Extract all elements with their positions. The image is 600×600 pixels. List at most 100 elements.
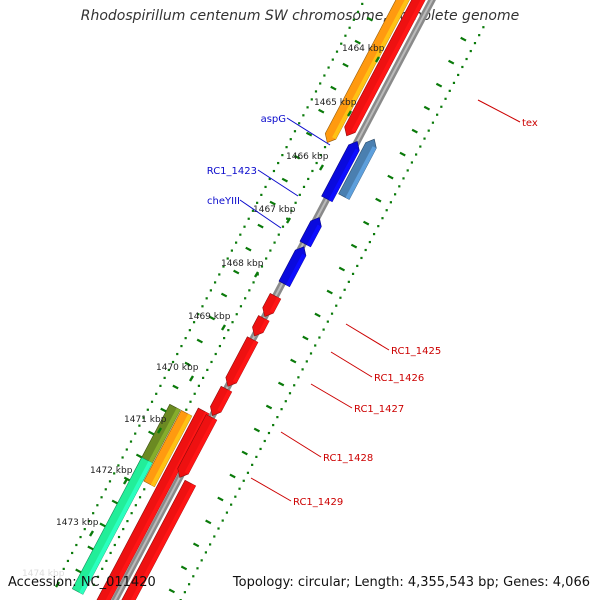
- outer-tick: [338, 266, 346, 272]
- gene-cheYIII-b-body: [278, 246, 307, 288]
- inner-ruler-dots-dot: [260, 193, 263, 196]
- outer-ruler-dots-dot: [209, 543, 212, 546]
- outer-ruler-dots-dot: [347, 280, 350, 283]
- outer-ruler-dots-dot: [461, 65, 464, 69]
- gc-ruler-dots-dot: [235, 313, 238, 316]
- inner-ruler-dots-dot: [289, 138, 292, 141]
- outer-ruler-dots-dot: [280, 408, 283, 411]
- outer-ruler-dots-dot: [372, 232, 376, 236]
- kbp-label: 1474 kbp: [22, 569, 65, 579]
- outer-ruler-dots-dot: [419, 145, 422, 148]
- inner-ruler-dots-dot: [302, 114, 305, 117]
- inner-ruler-dots-dot: [323, 74, 326, 77]
- inner-tick: [184, 361, 191, 367]
- outer-ruler-dots-dot: [267, 431, 271, 435]
- gc-ruler-dots-dot: [193, 392, 196, 395]
- outer-tick: [399, 151, 406, 157]
- inner-ruler-dots-dot: [243, 225, 246, 228]
- gc-ruler-dots-dot: [113, 543, 116, 547]
- kbp-label: 1465 kbp: [314, 98, 357, 108]
- inner-tick: [160, 407, 167, 413]
- outer-ruler-dots-dot: [259, 447, 262, 451]
- accession-text: Accession: NC_011420: [8, 575, 156, 590]
- kbp-tick: [188, 375, 195, 382]
- inner-ruler-dots-dot: [222, 265, 225, 268]
- inner-tick: [293, 154, 301, 160]
- inner-ruler-dots-dot: [327, 66, 330, 69]
- outer-tick: [180, 565, 188, 571]
- kbp-tick: [220, 324, 227, 331]
- inner-tick: [111, 499, 118, 505]
- gene-leader-line: [345, 323, 390, 351]
- outer-ruler-dots-dot: [204, 551, 207, 554]
- gene-RC1_1427: [225, 336, 259, 387]
- inner-tick: [220, 292, 228, 298]
- outer-ruler-dots-dot: [284, 400, 287, 403]
- gene-orange-mid-highlight: [150, 414, 192, 487]
- inner-ruler-dots: [62, 2, 364, 570]
- outer-ruler-dots-dot: [452, 81, 456, 84]
- gene-leader-line: [310, 383, 353, 409]
- outer-ruler-dots-dot: [246, 471, 250, 474]
- gc-ruler-dots-dot: [239, 305, 243, 308]
- inner-ruler-dots-dot: [66, 559, 70, 563]
- inner-ruler-dots-dot: [281, 153, 284, 157]
- gc-ruler-dots-dot: [307, 177, 310, 181]
- outer-ruler-dots-dot: [431, 121, 435, 124]
- inner-ruler-dots-dot: [142, 416, 145, 419]
- outer-ruler-dots-dot: [393, 193, 397, 196]
- inner-ruler-dots-dot: [335, 50, 339, 53]
- gc-ruler-dots-dot: [218, 344, 222, 348]
- inner-tick: [99, 522, 106, 528]
- inner-tick: [318, 108, 325, 114]
- outer-ruler-dots-dot: [436, 113, 439, 116]
- inner-ruler-dots-dot: [361, 2, 364, 6]
- outer-ruler-dots-dot: [230, 503, 233, 506]
- gc-ruler-dots-dot: [248, 289, 251, 292]
- inner-ruler-dots-dot: [319, 82, 322, 85]
- gc-ruler-dots-dot: [122, 527, 125, 531]
- inner-tick: [257, 223, 264, 229]
- inner-ruler-dots-dot: [87, 520, 91, 523]
- gene-RC1_1428-highlight: [217, 389, 232, 413]
- inner-ruler-dots-dot: [205, 297, 208, 300]
- outer-tick: [411, 128, 418, 134]
- gc-ruler-dots-dot: [323, 146, 327, 149]
- inner-ruler-dots-dot: [113, 472, 116, 475]
- gc-ruler-dots-dot: [273, 241, 276, 244]
- outer-ruler-dots-dot: [465, 57, 468, 61]
- outer-ruler-dots-dot: [381, 217, 384, 220]
- inner-ruler-dots-dot: [184, 337, 187, 340]
- inner-ruler-dots-dot: [235, 241, 238, 244]
- kbp-tick: [122, 478, 129, 485]
- inner-ruler-dots-dot: [272, 169, 276, 173]
- gene-RC1_1428: [210, 385, 233, 416]
- gene-RC1_1426: [252, 315, 270, 337]
- outer-ruler-dots-dot: [234, 495, 237, 498]
- inner-ruler-dots-dot: [197, 313, 200, 316]
- inner-ruler-dots-dot: [268, 177, 271, 181]
- kbp-label: 1469 kbp: [188, 312, 231, 322]
- gc-ruler-dots-dot: [265, 257, 268, 260]
- inner-ruler-dots-dot: [209, 289, 212, 292]
- gene-leader-line: [286, 117, 331, 146]
- outer-ruler-dots-dot: [364, 248, 367, 252]
- kbp-tick: [318, 164, 325, 171]
- outer-ruler-dots-dot: [314, 344, 317, 347]
- gene-leader-line: [330, 351, 373, 378]
- inner-ruler-dots-dot: [92, 512, 95, 515]
- kbp-label: 1468 kbp: [221, 259, 264, 269]
- gc-ruler-dots-dot: [311, 169, 314, 173]
- outer-tick: [375, 197, 382, 203]
- outer-ruler-dots-dot: [330, 312, 334, 315]
- gene-aspG-body: [338, 138, 377, 200]
- outer-ruler-dots-dot: [457, 73, 460, 77]
- outer-ruler-dots-dot: [293, 384, 296, 387]
- inner-ruler-dots-dot: [356, 10, 360, 13]
- gene-orange-mid: [143, 409, 193, 488]
- outer-ruler-dots-dot: [427, 129, 430, 132]
- outer-tick: [192, 542, 200, 548]
- outer-ruler-dots-dot: [478, 34, 481, 37]
- outer-ruler-dots-dot: [440, 105, 443, 108]
